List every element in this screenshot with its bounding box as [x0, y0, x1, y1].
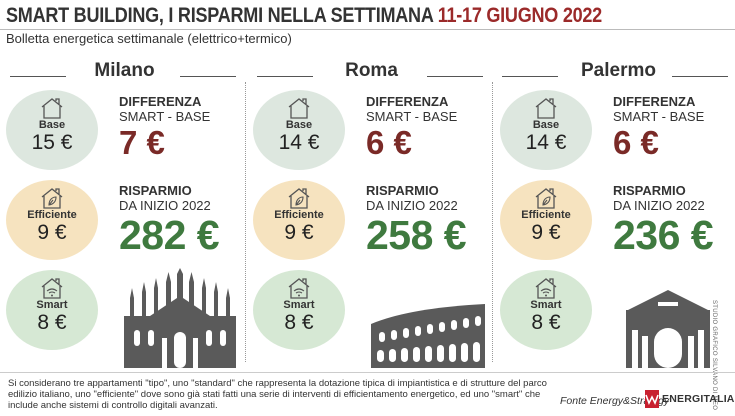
efficient-label: Efficiente — [274, 209, 324, 221]
city-name: Palermo — [581, 60, 656, 81]
city-header: Milano — [2, 58, 247, 84]
saving-subtitle: DA INIZIO 2022 — [366, 198, 458, 213]
smart-value: 8 € — [284, 311, 314, 334]
base-circle: Base 15 € — [6, 90, 98, 170]
base-circle: Base 14 € — [500, 90, 592, 170]
saving-value: 282 € — [119, 212, 220, 258]
house-wifi-icon — [41, 278, 63, 299]
smart-value: 8 € — [37, 311, 67, 334]
difference-value: 6 € — [613, 124, 659, 161]
efficient-label: Efficiente — [27, 209, 77, 221]
house-leaf-icon — [41, 188, 63, 209]
house-icon — [41, 98, 63, 119]
saving-title: RISPARMIO — [613, 183, 686, 198]
header: SMART BUILDING, I RISPARMI NELLA SETTIMA… — [0, 0, 735, 28]
footer-divider — [0, 372, 735, 373]
house-icon — [535, 98, 557, 119]
efficient-value: 9 € — [37, 221, 67, 244]
city-column-milano: Milano Base 15 € Efficiente 9 € Smart 8 … — [2, 58, 247, 368]
base-label: Base — [532, 119, 560, 131]
city-rule-left — [257, 76, 313, 77]
efficient-circle: Efficiente 9 € — [500, 180, 592, 260]
smart-label: Smart — [530, 299, 562, 311]
difference-subtitle: SMART - BASE — [366, 109, 458, 124]
city-rule-right — [427, 76, 483, 77]
house-wifi-icon — [535, 278, 557, 299]
smart-circle: Smart 8 € — [500, 270, 592, 350]
efficient-value: 9 € — [531, 221, 561, 244]
methodology-note: Si considerano tre appartamenti "tipo", … — [8, 378, 547, 411]
smart-label: Smart — [283, 299, 315, 311]
house-leaf-icon — [535, 188, 557, 209]
house-leaf-icon — [288, 188, 310, 209]
difference-title: DIFFERENZA — [613, 94, 696, 109]
page-title: SMART BUILDING, I RISPARMI NELLA SETTIMA… — [6, 4, 602, 28]
porta-nuova-icon — [626, 290, 710, 368]
smart-circle: Smart 8 € — [253, 270, 345, 350]
city-rule-right — [672, 76, 728, 77]
city-header: Roma — [249, 58, 494, 84]
source-credit: Fonte Energy&Strategy — [560, 395, 670, 407]
difference-title: DIFFERENZA — [119, 94, 202, 109]
title-dates: 11-17 GIUGNO 2022 — [437, 4, 603, 27]
base-value: 14 € — [278, 131, 320, 154]
brand-name: ENERGITALIA — [662, 393, 735, 405]
saving-value: 236 € — [613, 212, 714, 258]
difference-value: 6 € — [366, 124, 412, 161]
city-rule-right — [180, 76, 236, 77]
city-column-roma: Roma Base 14 € Efficiente 9 € Smart 8 € … — [249, 58, 494, 368]
smart-circle: Smart 8 € — [6, 270, 98, 350]
title-main: SMART BUILDING, I RISPARMI NELLA SETTIMA… — [6, 4, 433, 27]
difference-title: DIFFERENZA — [366, 94, 449, 109]
brand-logo: ENERGITALIA — [645, 389, 734, 409]
city-rule-left — [502, 76, 558, 77]
difference-value: 7 € — [119, 124, 165, 161]
column-divider — [492, 82, 493, 362]
base-value: 14 € — [525, 131, 567, 154]
efficient-label: Efficiente — [521, 209, 571, 221]
saving-title: RISPARMIO — [119, 183, 192, 198]
city-name: Roma — [345, 60, 398, 81]
column-divider — [245, 82, 246, 362]
house-wifi-icon — [288, 278, 310, 299]
city-column-palermo: Palermo Base 14 € Efficiente 9 € Smart 8… — [496, 58, 735, 368]
saving-title: RISPARMIO — [366, 183, 439, 198]
energitalia-logo-icon — [645, 390, 659, 408]
smart-label: Smart — [36, 299, 68, 311]
saving-subtitle: DA INIZIO 2022 — [613, 198, 705, 213]
difference-subtitle: SMART - BASE — [119, 109, 211, 124]
duomo-milano-icon — [124, 268, 236, 368]
saving-subtitle: DA INIZIO 2022 — [119, 198, 211, 213]
header-divider — [0, 29, 735, 30]
city-header: Palermo — [496, 58, 735, 84]
difference-subtitle: SMART - BASE — [613, 109, 705, 124]
city-rule-left — [10, 76, 66, 77]
saving-value: 258 € — [366, 212, 467, 258]
city-name: Milano — [94, 60, 155, 81]
smart-value: 8 € — [531, 311, 561, 334]
efficient-circle: Efficiente 9 € — [253, 180, 345, 260]
house-icon — [288, 98, 310, 119]
efficient-circle: Efficiente 9 € — [6, 180, 98, 260]
base-circle: Base 14 € — [253, 90, 345, 170]
colosseo-icon — [371, 304, 485, 368]
base-label: Base — [285, 119, 313, 131]
efficient-value: 9 € — [284, 221, 314, 244]
page-subtitle: Bolletta energetica settimanale (elettri… — [6, 31, 292, 46]
base-value: 15 € — [31, 131, 73, 154]
base-label: Base — [38, 119, 66, 131]
